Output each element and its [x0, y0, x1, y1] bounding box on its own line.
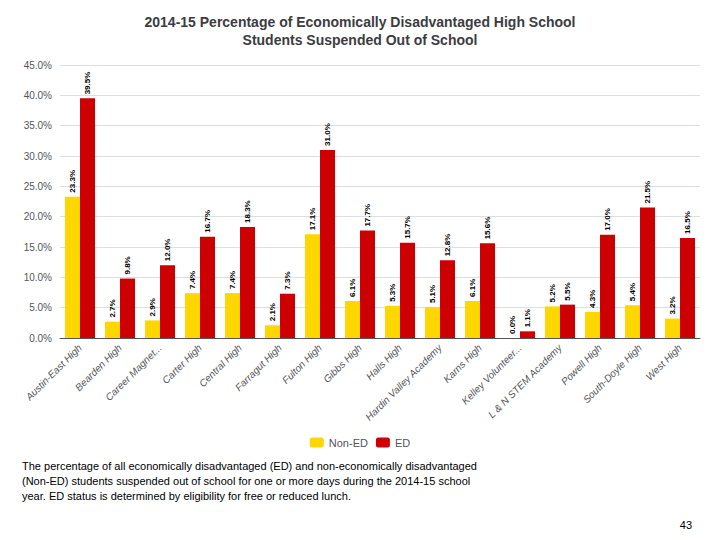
svg-text:17.7%: 17.7% [363, 204, 372, 227]
svg-text:9.8%: 9.8% [123, 256, 132, 274]
svg-text:43: 43 [680, 519, 692, 531]
svg-text:17.1%: 17.1% [308, 208, 317, 231]
svg-text:5.4%: 5.4% [628, 283, 637, 301]
svg-text:12.8%: 12.8% [443, 234, 452, 257]
svg-text:2.7%: 2.7% [108, 299, 117, 317]
svg-text:Hardin Valley Academy: Hardin Valley Academy [363, 341, 444, 422]
svg-text:Gibbs High: Gibbs High [321, 342, 364, 385]
svg-text:7.4%: 7.4% [228, 271, 237, 289]
svg-text:L & N STEM Academy: L & N STEM Academy [486, 341, 565, 420]
svg-text:17.0%: 17.0% [603, 208, 612, 231]
svg-text:Career Magnet...: Career Magnet... [103, 342, 164, 403]
svg-text:35.0%: 35.0% [24, 120, 52, 131]
svg-text:5.5%: 5.5% [563, 282, 572, 300]
svg-text:5.2%: 5.2% [548, 284, 557, 302]
svg-text:4.3%: 4.3% [588, 290, 597, 308]
svg-text:Kelley Volunteer...: Kelley Volunteer... [459, 342, 524, 407]
svg-text:5.3%: 5.3% [388, 284, 397, 302]
svg-text:Powell High: Powell High [558, 342, 604, 388]
svg-text:South-Doyle High: South-Doyle High [581, 342, 644, 405]
svg-text:21.5%: 21.5% [643, 181, 652, 204]
svg-text:39.5%: 39.5% [83, 72, 92, 95]
svg-text:Fulton High: Fulton High [280, 342, 324, 386]
svg-text:23.3%: 23.3% [68, 170, 77, 193]
svg-text:6.1%: 6.1% [348, 279, 357, 297]
svg-text:2014-15 Percentage of Economic: 2014-15 Percentage of Economically Disad… [144, 14, 575, 30]
svg-text:15.0%: 15.0% [24, 242, 52, 253]
svg-text:0.0%: 0.0% [29, 333, 52, 344]
svg-text:7.4%: 7.4% [188, 271, 197, 289]
svg-text:16.7%: 16.7% [203, 210, 212, 233]
svg-text:2.9%: 2.9% [148, 298, 157, 316]
svg-text:Non-ED: Non-ED [329, 437, 368, 449]
svg-text:31.0%: 31.0% [323, 123, 332, 146]
svg-text:15.6%: 15.6% [483, 217, 492, 240]
svg-text:(Non-ED) students suspended ou: (Non-ED) students suspended out of schoo… [22, 475, 470, 487]
svg-text:30.0%: 30.0% [24, 151, 52, 162]
svg-text:Halls High: Halls High [364, 342, 404, 382]
svg-text:Central High: Central High [196, 342, 244, 390]
svg-text:0.0%: 0.0% [508, 316, 517, 334]
svg-text:Karns High: Karns High [441, 342, 484, 385]
svg-text:45.0%: 45.0% [24, 60, 52, 71]
svg-text:25.0%: 25.0% [24, 181, 52, 192]
svg-text:2.1%: 2.1% [268, 303, 277, 321]
svg-text:Bearden High: Bearden High [72, 342, 124, 394]
svg-text:year. ED status is determined: year. ED status is determined by eligibi… [22, 490, 351, 502]
svg-text:West High: West High [644, 342, 685, 383]
svg-text:Austin-East High: Austin-East High [23, 342, 84, 403]
svg-text:Carter High: Carter High [160, 342, 204, 386]
svg-text:5.0%: 5.0% [29, 302, 52, 313]
svg-text:7.3%: 7.3% [283, 271, 292, 289]
svg-text:15.7%: 15.7% [403, 216, 412, 239]
svg-text:ED: ED [395, 437, 410, 449]
svg-text:10.0%: 10.0% [24, 272, 52, 283]
svg-text:Farragut High: Farragut High [233, 342, 284, 393]
svg-text:Students Suspended Out of Scho: Students Suspended Out of School [243, 32, 478, 48]
svg-text:3.2%: 3.2% [668, 296, 677, 314]
svg-text:12.0%: 12.0% [163, 239, 172, 262]
svg-text:1.1%: 1.1% [523, 309, 532, 327]
svg-text:6.1%: 6.1% [468, 279, 477, 297]
svg-text:5.1%: 5.1% [428, 285, 437, 303]
svg-text:The percentage of all economic: The percentage of all economically disad… [22, 460, 477, 472]
svg-text:40.0%: 40.0% [24, 90, 52, 101]
svg-text:16.5%: 16.5% [683, 211, 692, 234]
svg-text:20.0%: 20.0% [24, 211, 52, 222]
svg-text:18.3%: 18.3% [243, 200, 252, 223]
